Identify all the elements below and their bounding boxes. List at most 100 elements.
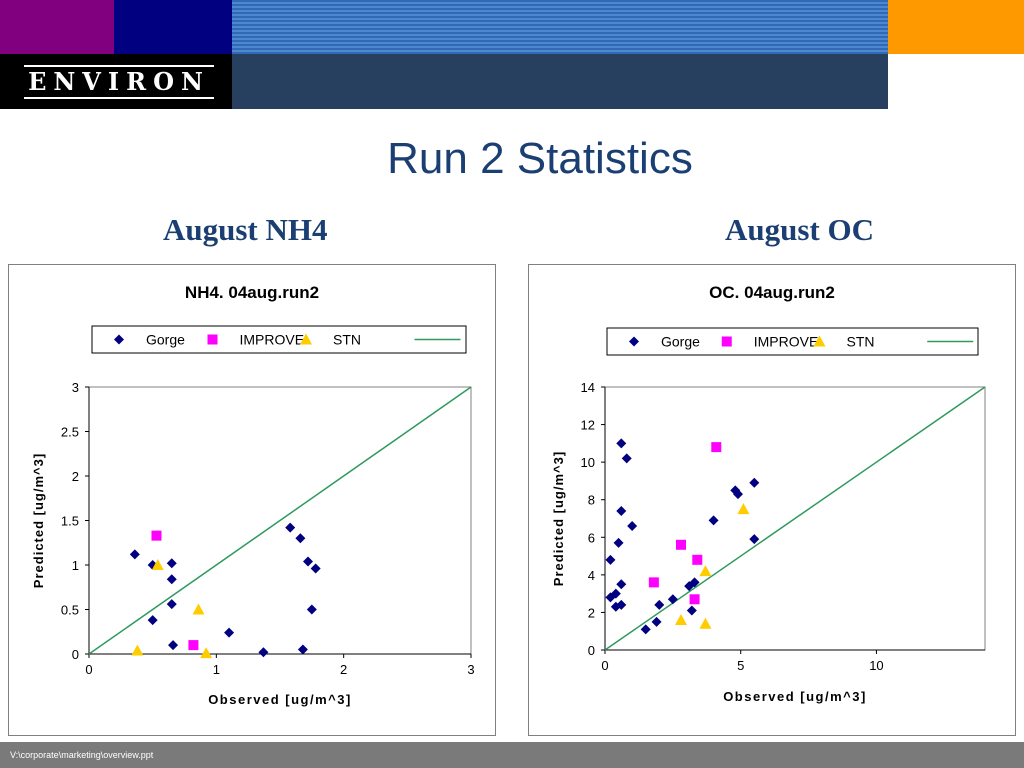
oc-point-gorge — [627, 521, 638, 532]
nh4-y-tick-label: 3 — [72, 380, 79, 395]
nh4-point-gorge — [168, 640, 179, 651]
oc-y-tick-label: 12 — [581, 418, 595, 433]
oc-point-gorge — [616, 505, 627, 516]
oc-point-gorge — [749, 534, 760, 545]
oc-point-stn — [699, 565, 712, 577]
oc-legend-marker-stn — [813, 335, 826, 347]
footer-file-path: V:\corporate\marketing\overview.ppt — [10, 750, 154, 760]
nh4-point-gorge — [306, 604, 317, 615]
oc-point-improve — [648, 577, 659, 588]
header-orange-block — [888, 0, 1024, 54]
nh4-point-gorge — [224, 627, 235, 638]
nh4-point-gorge — [166, 574, 177, 585]
oc-point-gorge — [616, 599, 627, 610]
oc-point-gorge — [616, 579, 627, 590]
oc-legend-label-stn: STN — [847, 334, 875, 350]
oc-y-tick-label: 10 — [581, 455, 595, 470]
nh4-legend-marker-gorge — [114, 334, 124, 345]
nh4-x-tick-label: 1 — [213, 662, 220, 677]
nh4-point-stn — [151, 559, 164, 570]
nh4-legend-marker-stn — [300, 333, 312, 345]
oc-y-tick-label: 2 — [588, 605, 595, 620]
environ-logo: ENVIRON — [0, 54, 232, 109]
nh4-x-tick-label: 3 — [467, 662, 474, 677]
oc-x-tick-label: 0 — [601, 658, 608, 673]
nh4-x-tick-label: 0 — [85, 662, 92, 677]
nh4-point-stn — [131, 644, 144, 656]
nh4-y-tick-label: 1 — [72, 558, 79, 573]
oc-x-tick-label: 10 — [869, 658, 883, 673]
oc-point-gorge — [654, 599, 665, 610]
nh4-point-stn — [200, 647, 213, 659]
oc-y-tick-label: 4 — [588, 568, 595, 583]
oc-point-gorge — [621, 453, 632, 464]
oc-point-gorge — [651, 616, 662, 627]
oc-point-gorge — [708, 515, 719, 526]
oc-legend-label-improve: IMPROVE — [754, 334, 819, 350]
oc-legend-box — [606, 327, 979, 356]
nh4-legend-box — [91, 325, 467, 354]
nh4-y-tick-label: 0 — [72, 647, 79, 662]
nh4-y-axis-label: Predicted [ug/m^3] — [31, 453, 46, 588]
oc-point-gorge — [610, 588, 621, 599]
oc-y-tick-label: 6 — [588, 530, 595, 545]
oc-y-tick-label: 0 — [588, 643, 595, 658]
oc-y-tick-label: 8 — [588, 493, 595, 508]
nh4-one-to-one-line — [88, 386, 472, 655]
oc-point-gorge — [749, 477, 760, 488]
oc-point-stn — [675, 613, 687, 625]
left-chart-heading: August NH4 — [163, 212, 328, 247]
oc-point-gorge — [605, 554, 616, 565]
oc-point-gorge — [667, 594, 678, 605]
nh4-legend-marker-improve — [207, 334, 218, 345]
oc-y-tick-label: 14 — [581, 380, 595, 395]
oc-point-improve — [692, 554, 703, 565]
nh4-chart-title: NH4. 04aug.run2 — [185, 283, 319, 302]
header-slate-band — [232, 54, 888, 109]
nh4-point-gorge — [303, 556, 314, 567]
nh4-point-gorge — [297, 644, 308, 655]
header-logo-background — [0, 54, 232, 109]
oc-x-tick-label: 5 — [737, 658, 744, 673]
nh4-point-gorge — [166, 599, 177, 610]
nh4-point-improve — [151, 530, 162, 541]
oc-x-axis-label: Observed [ug/m^3] — [723, 689, 867, 704]
nh4-point-improve — [188, 640, 199, 651]
nh4-y-tick-label: 2 — [72, 469, 79, 484]
slide-title: Run 2 Statistics — [387, 134, 693, 183]
nh4-point-stn — [192, 603, 205, 615]
nh4-point-gorge — [147, 615, 158, 626]
oc-legend-marker-improve — [721, 336, 732, 347]
nh4-y-tick-label: 2.5 — [61, 425, 79, 440]
nh4-point-gorge — [129, 549, 140, 560]
oc-legend-marker-gorge — [629, 336, 639, 347]
nh4-point-gorge — [258, 647, 269, 658]
oc-y-axis-label: Predicted [ug/m^3] — [551, 451, 566, 586]
nh4-scatter-chart: NH4. 04aug.run2 Gorge IMPROVE STN 0 0.5 1 1.5 2 2… — [8, 264, 496, 736]
nh4-y-tick-label: 1.5 — [61, 514, 79, 529]
logo-text: ENVIRON — [24, 64, 214, 99]
nh4-point-gorge — [295, 533, 306, 544]
oc-point-improve — [676, 539, 686, 550]
header-purple-block — [0, 0, 114, 54]
oc-point-gorge — [613, 537, 624, 548]
nh4-y-tick-label: 0.5 — [61, 603, 79, 618]
nh4-legend-label-stn: STN — [333, 332, 361, 348]
right-chart-heading: August OC — [725, 212, 875, 247]
oc-chart-title: OC. 04aug.run2 — [709, 283, 835, 302]
oc-one-to-one-line — [604, 386, 986, 651]
oc-legend-label-gorge: Gorge — [661, 334, 700, 350]
header-striped-band — [232, 0, 888, 54]
nh4-point-gorge — [166, 558, 177, 569]
oc-point-stn — [737, 503, 750, 515]
header-navy-block — [114, 0, 232, 54]
nh4-x-axis-label: Observed [ug/m^3] — [208, 692, 352, 707]
oc-point-stn — [699, 617, 712, 629]
oc-point-gorge — [640, 624, 651, 635]
nh4-legend-label-gorge: Gorge — [146, 332, 185, 348]
nh4-legend-label-improve: IMPROVE — [240, 332, 305, 348]
oc-point-gorge — [733, 489, 743, 500]
nh4-point-gorge — [285, 522, 296, 533]
oc-point-improve — [689, 594, 700, 605]
nh4-x-tick-label: 2 — [340, 662, 347, 677]
